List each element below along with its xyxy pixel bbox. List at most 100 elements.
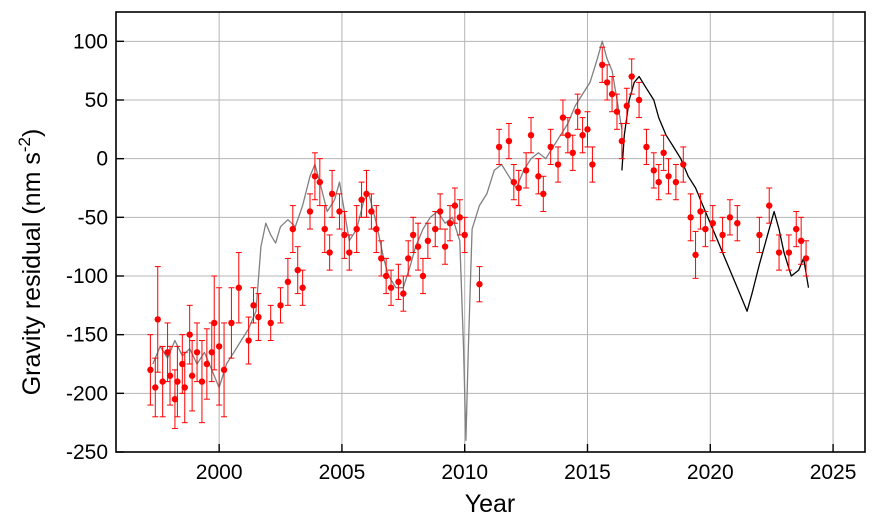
data-point [635,96,643,104]
data-point [387,284,395,291]
data-point [687,214,694,221]
x-tick-label: 2000 [196,461,243,484]
y-axis-title: Gravity residual (nm s-2) [15,129,46,396]
data-point [766,202,773,209]
data-point [277,302,284,309]
grid-lines [116,12,865,453]
data-point [159,378,166,385]
x-tick-label: 2005 [319,461,366,484]
data-point [154,316,161,323]
data-point [628,73,635,80]
data-point [775,249,783,256]
data-point [311,173,319,180]
data-point [510,178,518,186]
data-point [643,143,650,151]
y-tick-label: 50 [85,89,108,112]
data-point [336,208,343,215]
data-point [608,90,616,98]
data-point [215,343,223,350]
data-point [554,161,562,168]
data-point [785,249,793,256]
data-point [198,378,206,385]
data-point [692,251,699,259]
y-axis-title-main: Gravity residual (nm s [18,152,46,395]
data-point [436,208,444,215]
data-point [186,331,193,338]
data-point [328,190,336,198]
data-point [321,225,328,233]
data-point [599,61,606,68]
data-point [505,137,513,145]
data-point [603,79,611,86]
data-point [152,384,159,391]
data-point [193,349,201,356]
data-point [574,108,581,115]
series-line-1 [621,75,810,312]
y-tick-label: 0 [96,148,108,171]
data-point [618,137,626,145]
series-gray-line [152,40,623,441]
x-axis-title: Year [465,490,516,518]
data-point [211,319,218,327]
data-point [326,249,333,256]
data-point [228,319,235,327]
data-point [672,178,680,186]
data-point [613,108,621,115]
y-axis-title-close: ) [18,129,46,137]
data-point [208,349,215,356]
data-point [569,149,576,156]
data-point [535,173,542,180]
data-point [559,114,567,121]
plot-frame [115,11,866,453]
data-point [284,278,292,286]
data-point [181,384,188,391]
data-point [579,132,586,139]
data-point [405,255,412,262]
data-point [378,255,385,262]
data-point [346,249,353,256]
data-point [697,208,704,215]
data-point [267,319,274,327]
series-red-points [147,46,810,430]
data-point [368,208,375,215]
data-point [179,360,186,368]
data-point [424,237,432,244]
axis-ticks [116,40,834,453]
data-point [660,149,667,156]
series-black-line [621,75,810,312]
data-point [294,266,301,274]
data-point [756,231,763,239]
data-point [709,220,716,227]
data-point [147,366,154,374]
data-point [655,178,662,186]
data-point [220,366,228,374]
data-point [250,302,257,309]
data-point [451,202,459,209]
data-point [432,225,439,233]
y-tick-label: 100 [73,30,108,53]
data-point [540,190,547,198]
x-tick-label: 2020 [687,461,734,484]
data-point [395,278,402,286]
y-tick-label: -50 [78,206,108,229]
data-point [797,237,805,244]
data-point [235,284,242,291]
data-point [564,132,572,139]
data-point [547,143,554,151]
data-point [527,132,535,139]
data-point [373,225,380,233]
data-point [734,220,741,227]
y-tick-label: -250 [66,441,108,464]
y-tick-label: -150 [66,324,108,347]
data-point [441,243,449,250]
data-point [623,102,630,110]
data-point [245,337,252,344]
data-point [382,272,390,280]
data-point [446,220,454,227]
series-line-0 [152,40,623,441]
data-point [476,281,483,288]
data-point [414,243,422,250]
y-axis-title-superscript: -2 [15,137,34,152]
data-point [166,372,174,379]
